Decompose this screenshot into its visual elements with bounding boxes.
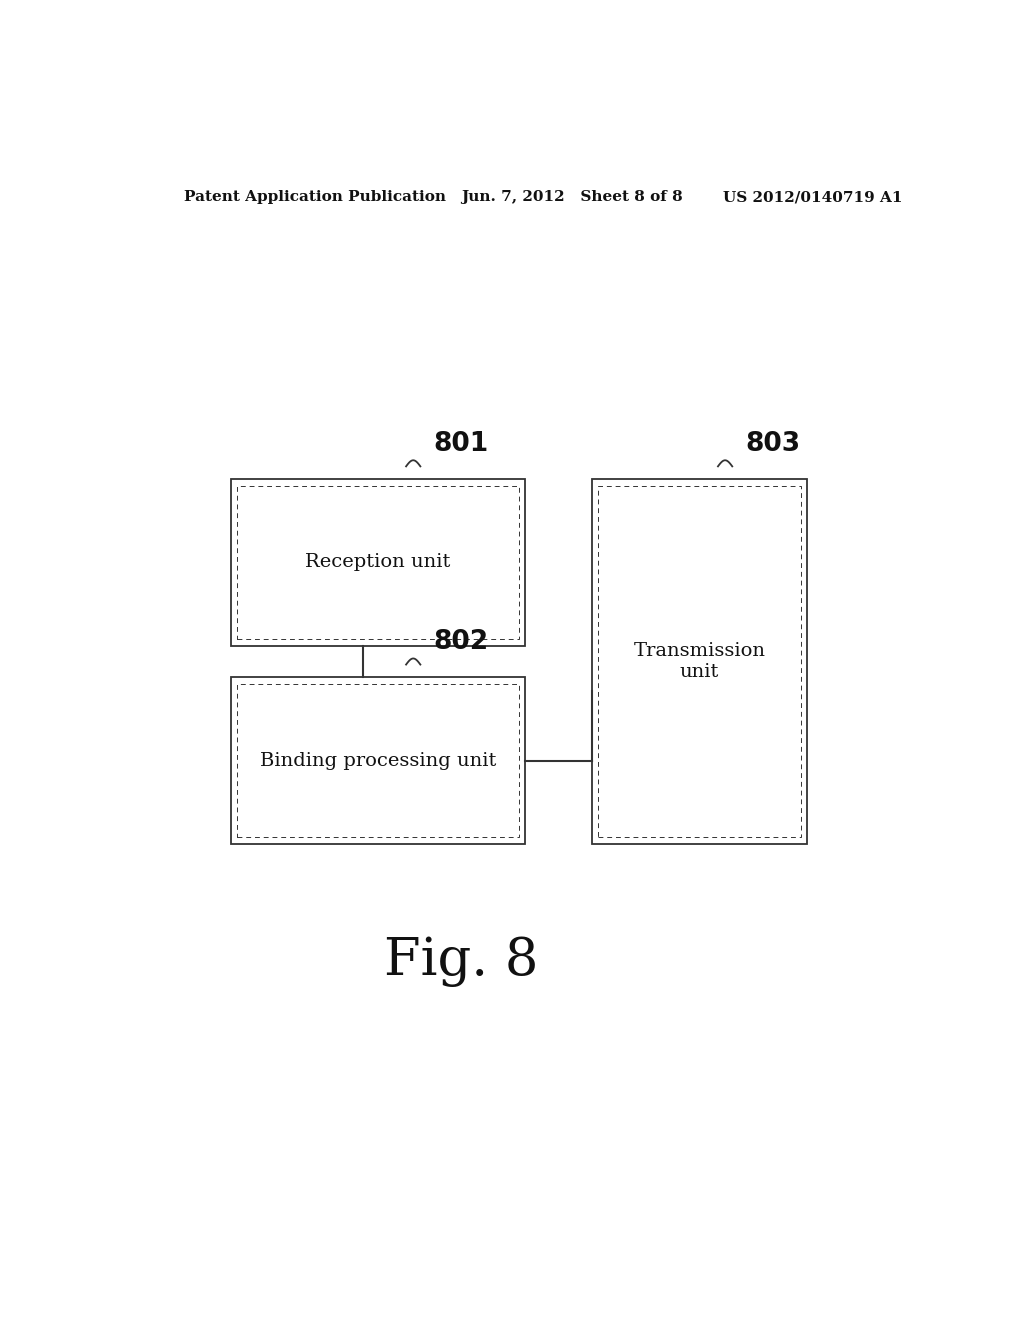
Text: Fig. 8: Fig. 8 [384, 936, 539, 987]
Bar [237, 486, 519, 639]
Bar [231, 677, 524, 845]
Bar [592, 479, 807, 845]
Text: Reception unit: Reception unit [305, 553, 451, 572]
Text: 803: 803 [744, 432, 800, 457]
Text: Jun. 7, 2012   Sheet 8 of 8: Jun. 7, 2012 Sheet 8 of 8 [461, 190, 683, 205]
Text: US 2012/0140719 A1: US 2012/0140719 A1 [723, 190, 903, 205]
Bar [237, 684, 519, 837]
Text: Binding processing unit: Binding processing unit [260, 751, 497, 770]
Text: Patent Application Publication: Patent Application Publication [183, 190, 445, 205]
Text: 802: 802 [433, 630, 488, 655]
Text: Transmission
unit: Transmission unit [634, 642, 765, 681]
Text: 801: 801 [433, 432, 488, 457]
Bar [598, 486, 801, 837]
Bar [231, 479, 524, 647]
